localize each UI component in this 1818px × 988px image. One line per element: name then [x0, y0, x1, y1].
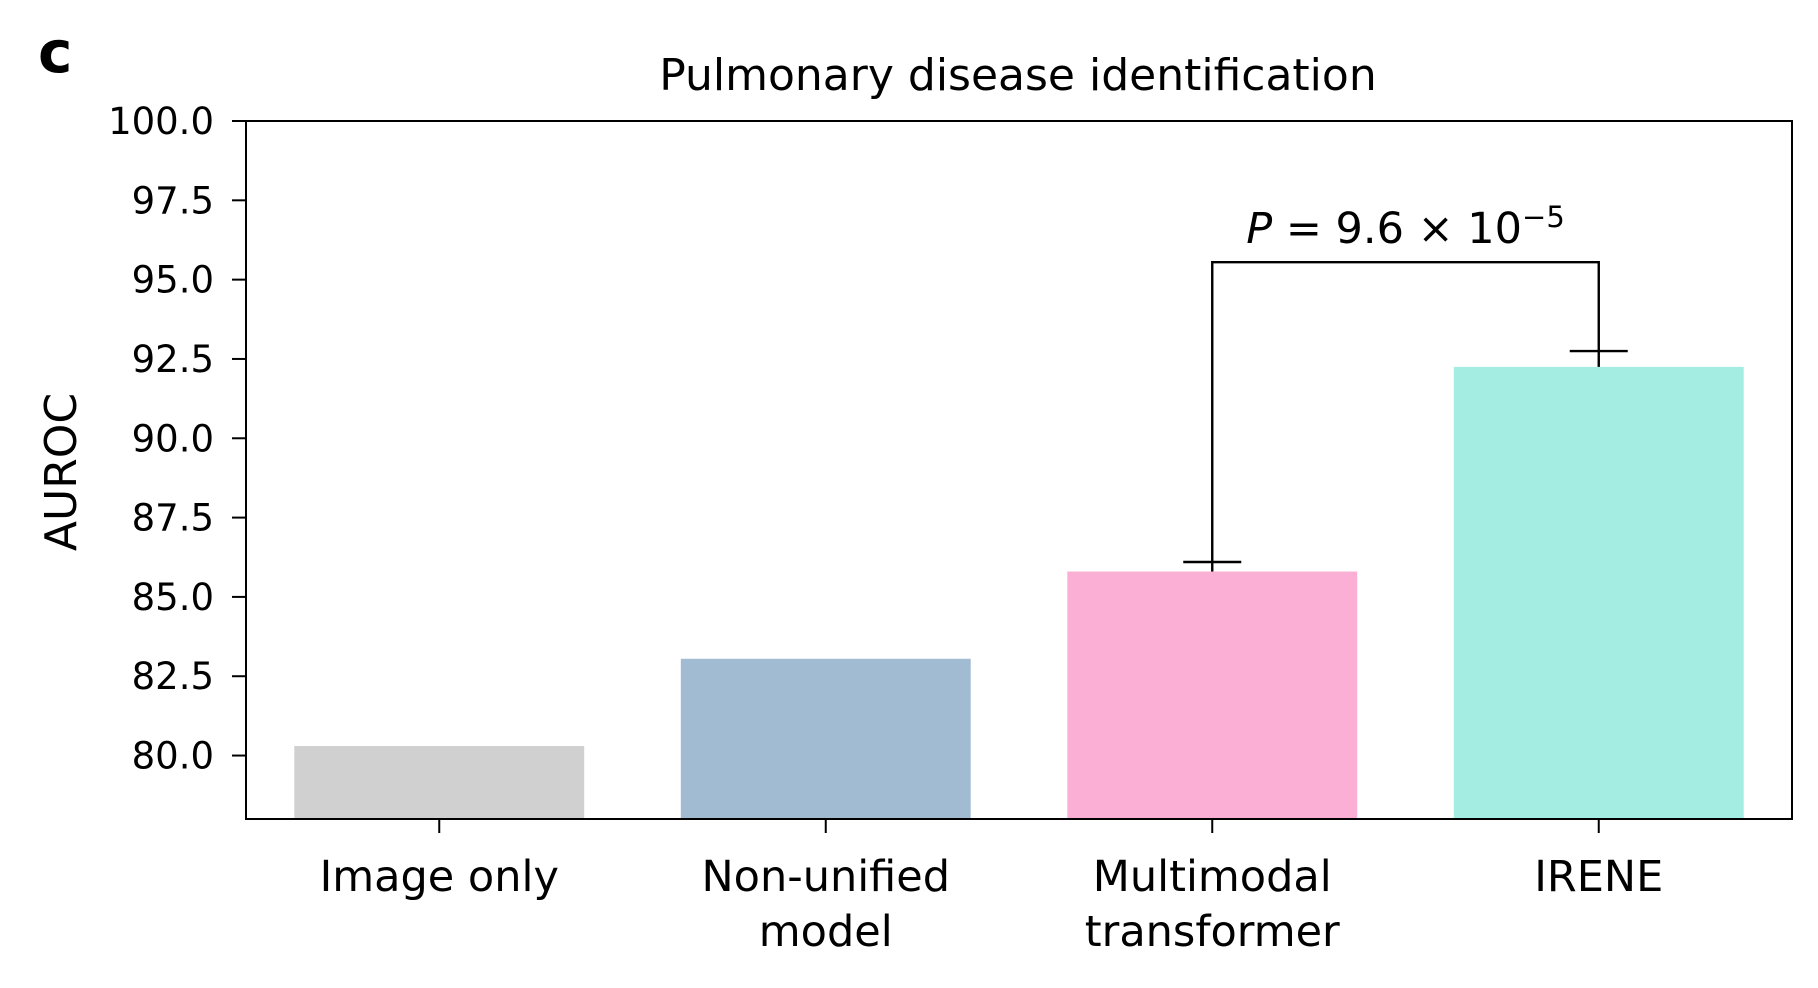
p-value: = 9.6 × 10 [1272, 204, 1522, 254]
y-tick-label: 85.0 [132, 576, 214, 619]
y-axis-label: AUROC [36, 393, 87, 551]
y-tick-label: 82.5 [132, 655, 214, 698]
p-symbol: P [1246, 204, 1272, 254]
x-tick-label-line: Non-unified [701, 852, 950, 902]
bars-group [294, 366, 1744, 819]
y-tick-label: 95.0 [132, 259, 214, 302]
x-tick-label-line: model [759, 907, 893, 957]
panel-label: c [38, 18, 72, 86]
y-tick-label: 87.5 [132, 497, 214, 540]
p-value-label: P = 9.6 × 10−5 [1246, 200, 1565, 254]
x-axis-ticks: Image only Non-unified model Multimodal tran… [320, 819, 1663, 957]
x-tick-label: Image only [320, 852, 559, 902]
y-axis-ticks: 80.0 82.5 85.0 87.5 90.0 92.5 95.0 97.5 100.0 [108, 100, 246, 778]
x-tick-label-line: Multimodal [1093, 852, 1332, 902]
x-tick-label: Non-unified model [701, 852, 950, 957]
y-tick-label: 97.5 [132, 179, 214, 222]
p-exponent: −5 [1522, 200, 1565, 234]
bar [294, 746, 585, 819]
plot-frame [245, 120, 1793, 820]
x-tick-label-line: transformer [1085, 907, 1340, 957]
y-tick-label: 100.0 [108, 100, 214, 143]
chart-title: Pulmonary disease identification [659, 50, 1376, 101]
bar [680, 658, 971, 819]
significance-bracket [1211, 260, 1600, 563]
x-tick-label-line: Image only [320, 852, 559, 902]
y-tick-label: 92.5 [132, 338, 214, 381]
x-tick-label: Multimodal transformer [1085, 852, 1340, 957]
bar [1453, 366, 1744, 819]
bar [1067, 571, 1358, 819]
y-tick-label: 90.0 [132, 417, 214, 460]
y-tick-label: 80.0 [132, 735, 214, 778]
x-tick-label: IRENE [1534, 852, 1663, 902]
x-tick-label-line: IRENE [1534, 852, 1663, 902]
annotations-group: P = 9.6 × 10−5 [1211, 200, 1600, 563]
